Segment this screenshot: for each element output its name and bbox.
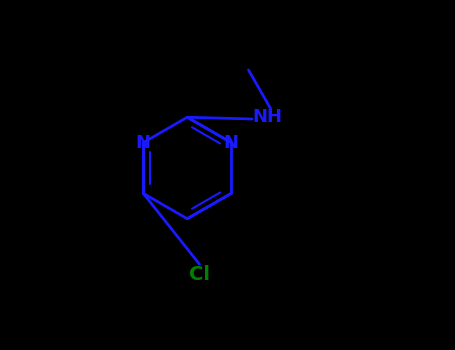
Text: NH: NH	[253, 108, 283, 126]
Text: Cl: Cl	[189, 265, 210, 284]
Text: N: N	[136, 134, 151, 152]
Text: N: N	[224, 134, 239, 152]
